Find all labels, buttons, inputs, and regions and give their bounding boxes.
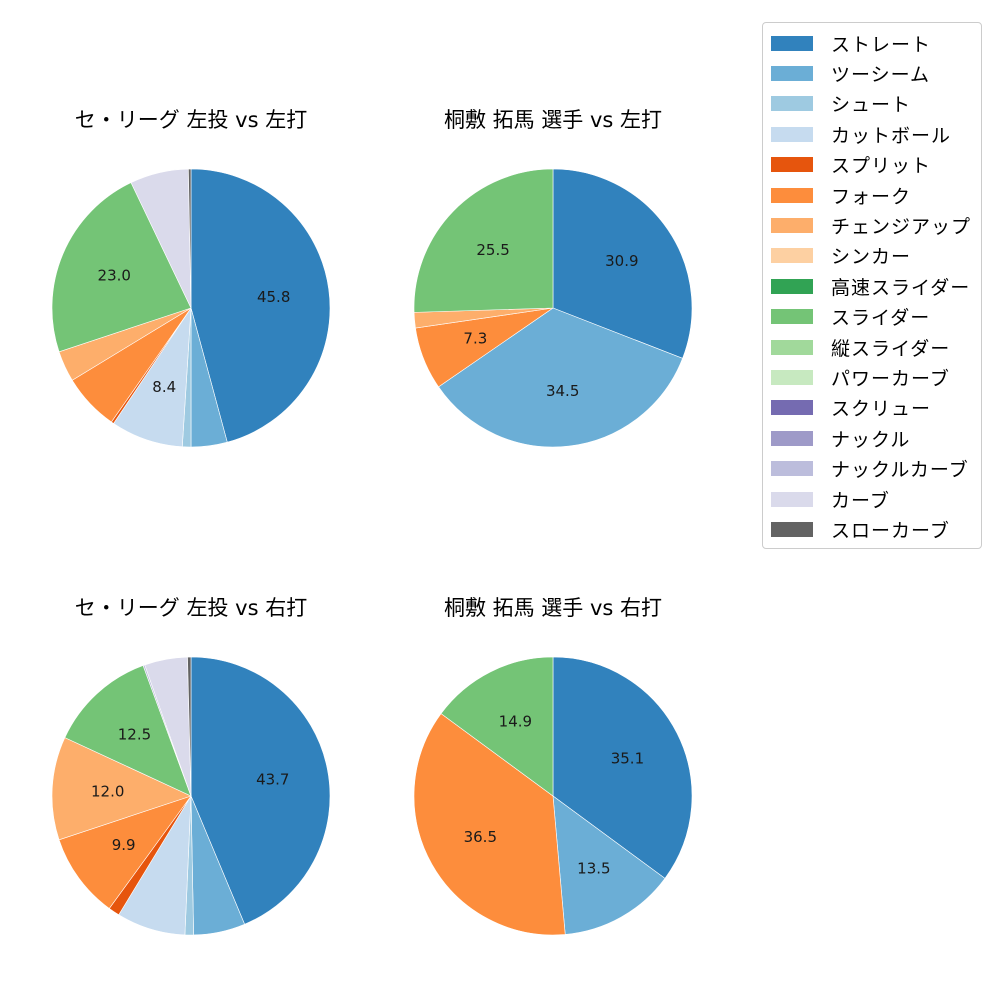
legend-item: スクリュー	[771, 397, 932, 421]
pie-wedge	[552, 168, 693, 359]
legend-label: 高速スライダー	[831, 276, 971, 299]
pie-wedge	[413, 713, 566, 936]
pie-wedge	[552, 795, 666, 935]
pie-wedge	[51, 182, 192, 353]
wedge-value-label: 36.5	[464, 828, 497, 846]
pie-3: 35.1 13.5 36.5 14.9	[413, 656, 693, 936]
legend-swatch	[771, 217, 813, 233]
legend-swatch	[771, 461, 813, 477]
wedge-value-label: 23.0	[98, 266, 131, 284]
legend-label: シンカー	[831, 246, 912, 269]
pie-wedge	[438, 307, 683, 448]
legend-label: ツーシーム	[831, 63, 931, 86]
legend-item: 縦スライダー	[771, 336, 951, 360]
legend-swatch	[771, 187, 813, 203]
legend-label: スプリット	[831, 155, 932, 178]
wedge-value-label: 12.0	[91, 782, 124, 800]
legend-item: シンカー	[771, 245, 912, 269]
wedge-value-label: 34.5	[546, 382, 579, 400]
legend-item: スプリット	[771, 154, 932, 178]
pie-wedge	[440, 656, 554, 797]
chart-title: 桐敷 拓馬 選手 vs 右打	[443, 596, 663, 620]
chart-title: セ・リーグ 左投 vs 左打	[74, 108, 308, 132]
legend-item: スライダー	[771, 306, 931, 330]
pie-wedge	[188, 168, 192, 309]
legend-item: 高速スライダー	[771, 275, 971, 299]
legend-swatch	[771, 521, 813, 537]
legend-swatch	[771, 430, 813, 446]
legend-swatch	[771, 248, 813, 264]
pie-wedge	[58, 795, 192, 909]
legend-item: ナックルカーブ	[771, 458, 969, 482]
wedge-value-label: 43.7	[256, 771, 289, 789]
wedge-value-label: 8.4	[152, 378, 176, 396]
legend-item: シュート	[771, 93, 912, 117]
legend-item: ナックル	[771, 427, 911, 451]
legend-swatch	[771, 309, 813, 325]
chart-title: 桐敷 拓馬 選手 vs 左打	[443, 108, 663, 132]
wedge-value-label: 25.5	[476, 241, 509, 259]
legend-swatch	[771, 157, 813, 173]
wedge-value-label: 35.1	[611, 749, 644, 767]
legend-label: チェンジアップ	[831, 215, 972, 238]
legend-swatch	[771, 339, 813, 355]
pie-1: 30.9 34.5 7.3 25.5	[413, 168, 693, 448]
legend-item: ストレート	[771, 32, 932, 56]
legend-label: スローカーブ	[831, 519, 950, 542]
legend-item: フォーク	[771, 184, 912, 208]
wedge-value-label: 9.9	[112, 836, 136, 854]
legend-label: スライダー	[831, 307, 931, 330]
wedge-value-label: 12.5	[118, 726, 151, 744]
wedge-value-label: 30.9	[605, 252, 638, 270]
pie-wedge	[190, 168, 331, 443]
legend-item: カットボール	[771, 123, 952, 147]
wedge-value-label: 14.9	[499, 713, 532, 731]
legend-swatch	[771, 369, 813, 385]
legend-swatch	[771, 65, 813, 81]
legend-label: ナックル	[831, 428, 911, 451]
pie-wedge	[190, 656, 331, 925]
legend-swatch	[771, 400, 813, 416]
legend: ストレートツーシームシュートカットボール スプリットフォークチェンジアップ シンカー…	[762, 22, 982, 549]
legend-item: パワーカーブ	[771, 366, 950, 390]
legend-label: フォーク	[831, 185, 912, 208]
legend-item: スローカーブ	[771, 518, 950, 542]
legend-label: 縦スライダー	[831, 337, 951, 360]
wedge-value-label: 7.3	[463, 329, 487, 347]
wedge-value-label: 13.5	[577, 860, 610, 878]
legend-swatch	[771, 491, 813, 507]
legend-item: ツーシーム	[771, 62, 931, 86]
legend-label: パワーカーブ	[831, 367, 950, 390]
pie-wedge	[51, 737, 192, 841]
legend-label: ストレート	[831, 33, 932, 56]
legend-label: カットボール	[831, 124, 952, 147]
legend-item: チェンジアップ	[771, 214, 972, 238]
legend-label: スクリュー	[831, 398, 932, 421]
wedge-value-label: 45.8	[257, 288, 290, 306]
legend-label: ナックルカーブ	[831, 459, 969, 482]
legend-swatch	[771, 96, 813, 112]
legend-swatch	[771, 278, 813, 294]
legend-swatch	[771, 35, 813, 51]
legend-label: カーブ	[831, 489, 890, 512]
pie-wedge	[413, 168, 554, 313]
chart-title: セ・リーグ 左投 vs 右打	[74, 596, 308, 620]
legend-label: シュート	[831, 94, 912, 117]
pie-wedge	[552, 656, 693, 879]
pie-2: 43.7 9.9 12.0 12.5	[51, 656, 331, 936]
pie-wedge	[187, 656, 192, 797]
pie-0: 45.8 8.4 23.0	[51, 168, 331, 448]
legend-swatch	[771, 126, 813, 142]
legend-item: カーブ	[771, 488, 890, 512]
pie-wedge	[64, 665, 192, 797]
